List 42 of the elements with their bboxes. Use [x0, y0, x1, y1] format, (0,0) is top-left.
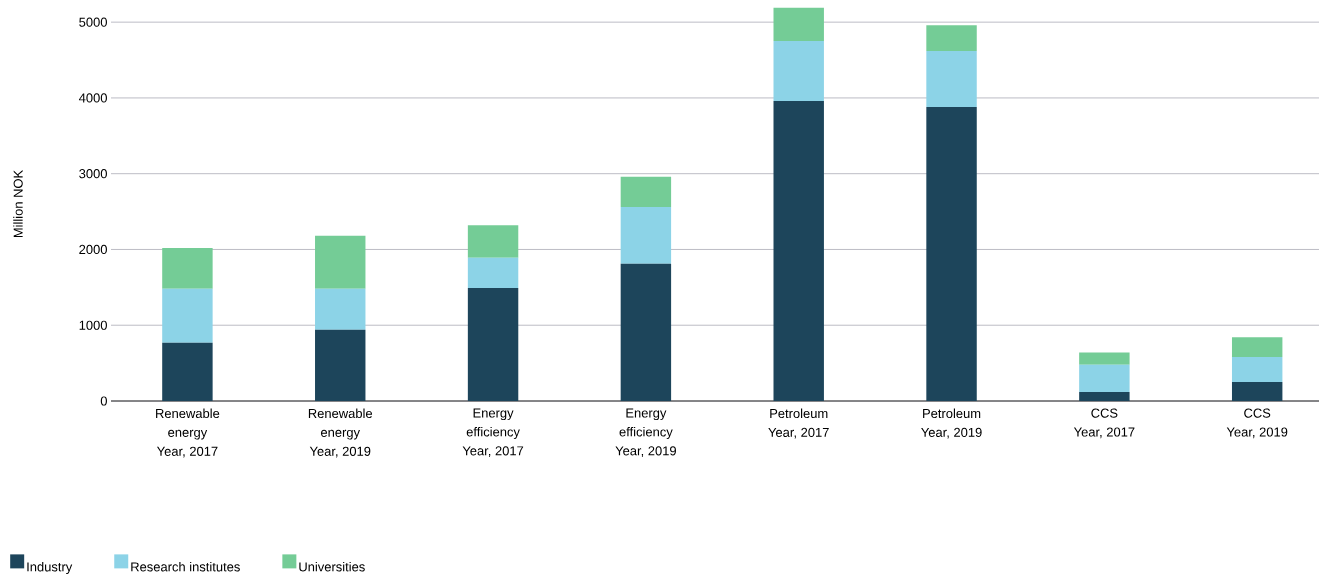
bar: [1231, 357, 1283, 383]
bar: [467, 257, 519, 289]
y-tick-label: 1000: [79, 320, 107, 330]
y-tick-label: 4000: [78, 93, 107, 103]
x-tick-label: CCS Year, 2019: [1226, 408, 1288, 439]
bar: [162, 342, 213, 401]
bar: [620, 263, 672, 401]
y-tick-label: 2000: [79, 244, 107, 255]
bar: [467, 288, 519, 401]
bar: [162, 247, 213, 289]
bar: [773, 41, 824, 101]
x-tick-label: Energy efficiency Year, 2017: [462, 408, 524, 457]
bar: [315, 288, 366, 330]
bar: [315, 329, 366, 401]
y-tick-label: 5000: [79, 17, 107, 27]
bar: [620, 207, 672, 264]
x-tick-label: Petroleum Year, 2017: [768, 408, 829, 439]
x-tick-label: Energy efficiency Year, 2019: [615, 408, 676, 457]
x-tick-label: Petroleum Year, 2019: [921, 408, 982, 439]
y-tick-label: 3000: [79, 169, 107, 179]
x-tick-label: Renewable energy Year, 2019: [308, 408, 373, 458]
bar: [926, 50, 977, 108]
bar: [467, 225, 519, 258]
legend-label: Research institutes: [131, 561, 240, 572]
legend-label: Universities: [299, 561, 365, 572]
bar: [773, 100, 824, 401]
bar: [620, 176, 672, 208]
x-tick-label: Renewable energy Year, 2017: [156, 408, 220, 458]
bar: [773, 7, 824, 42]
bar: [1231, 337, 1283, 358]
bar: [1079, 391, 1130, 401]
x-tick-label: CCS Year, 2017: [1073, 408, 1135, 439]
bar: [926, 107, 977, 401]
bar: [315, 235, 366, 289]
y-tick-label: 0: [100, 396, 107, 406]
bar: [1231, 382, 1283, 401]
bar: [926, 25, 977, 51]
legend-label: Industry: [27, 561, 73, 575]
bar: [162, 288, 213, 343]
bar: [1079, 364, 1130, 392]
bar: [1079, 352, 1130, 365]
y-axis-title: Million NOK: [13, 169, 23, 238]
